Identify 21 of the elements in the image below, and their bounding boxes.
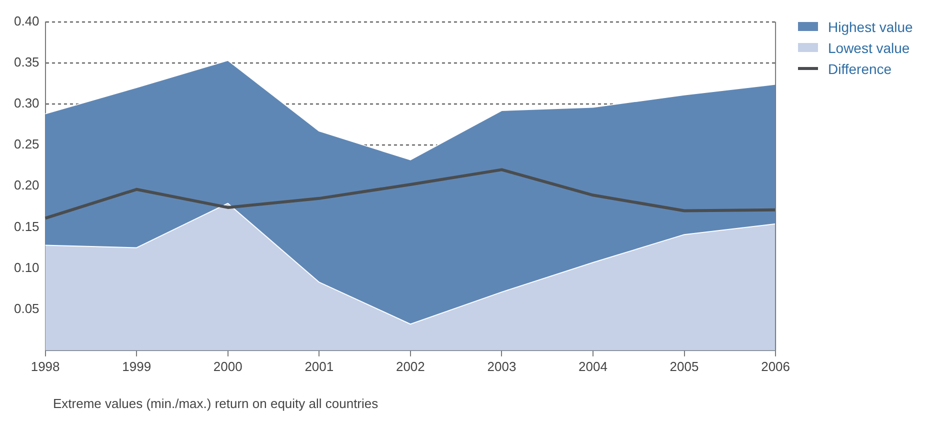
y-tick-label: 0.05 [14, 300, 40, 316]
x-tick-label: 2003 [487, 358, 516, 374]
y-tick-label: 0.10 [14, 260, 40, 275]
x-tick-label: 2005 [670, 358, 699, 374]
y-tick-label: 0.40 [14, 13, 40, 28]
x-tick-label: 1999 [122, 358, 152, 374]
legend-label: Highest value [828, 18, 913, 34]
x-tick-label: 2004 [578, 358, 608, 374]
y-tick-label: 0.20 [14, 178, 40, 193]
x-tick-label: 1998 [30, 358, 60, 374]
y-tick-label: 0.15 [14, 218, 40, 234]
x-tick-label: 2001 [304, 358, 334, 374]
y-tick-label: 0.30 [14, 96, 40, 111]
y-tick-label: 0.25 [14, 136, 40, 152]
x-tick-label: 2006 [761, 358, 790, 374]
text: Extreme values (min./max.) return on equity all countries [53, 396, 378, 411]
x-tick-label: 2002 [396, 358, 425, 374]
legend-label: Difference [828, 60, 892, 76]
x-tick-label: 2000 [213, 358, 242, 374]
legend-label: Lowest value [828, 40, 910, 56]
y-tick-label: 0.35 [14, 54, 40, 70]
